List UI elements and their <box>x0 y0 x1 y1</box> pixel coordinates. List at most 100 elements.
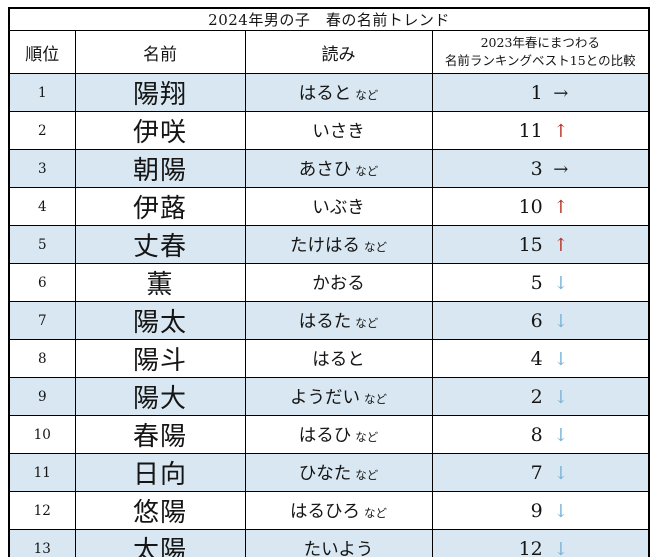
table-row: 9 陽大 ようだい など 2 ↓ <box>8 377 650 416</box>
reading-cell: はるひ など <box>244 415 433 454</box>
trend-arrow-icon: → <box>553 82 569 104</box>
table-row: 5 丈春 たけはる など 15 ↑ <box>8 225 650 264</box>
trend-arrow-icon: ↓ <box>553 386 569 408</box>
reading-text: いさき <box>312 122 365 142</box>
rank-cell: 2 <box>8 111 76 150</box>
comparison-value: 11 <box>518 119 543 142</box>
comparison-header-line2: 名前ランキングベスト15との比較 <box>444 53 636 68</box>
comparison-value: 2 <box>530 385 543 408</box>
comparison-value: 4 <box>530 347 543 370</box>
reading-etc-label: など <box>355 88 379 102</box>
comparison-cell: 15 ↑ <box>431 225 650 264</box>
name-cell: 陽翔 <box>74 73 246 112</box>
table-row: 13 太陽 たいよう 12 ↓ <box>8 529 650 557</box>
comparison-value: 8 <box>530 423 543 446</box>
comparison-value: 5 <box>530 271 543 294</box>
comparison-value: 1 <box>530 81 543 104</box>
table-row: 11 日向 ひなた など 7 ↓ <box>8 453 650 492</box>
table-row: 6 薫 かおる 5 ↓ <box>8 263 650 302</box>
table-row: 4 伊蕗 いぶき 10 ↑ <box>8 187 650 226</box>
reading-etc-label: など <box>355 316 379 330</box>
reading-etc-label: など <box>364 240 387 254</box>
name-cell: 朝陽 <box>74 149 246 188</box>
rank-cell: 3 <box>8 149 76 188</box>
column-header-comparison: 2023年春にまつわる 名前ランキングベスト15との比較 <box>431 30 650 74</box>
comparison-cell: 9 ↓ <box>431 491 650 530</box>
table-row: 3 朝陽 あさひ など 3 → <box>8 149 650 188</box>
comparison-cell: 5 ↓ <box>431 263 650 302</box>
rank-cell: 9 <box>8 377 76 416</box>
comparison-value: 12 <box>518 537 543 557</box>
rank-cell: 13 <box>8 529 76 557</box>
reading-text: たけはる <box>290 236 360 256</box>
reading-text: はると <box>298 84 352 104</box>
reading-text: いぶき <box>312 198 365 218</box>
rank-cell: 4 <box>8 187 76 226</box>
reading-etc-label: など <box>364 392 387 406</box>
name-cell: 陽大 <box>74 377 246 416</box>
comparison-cell: 1 → <box>431 73 650 112</box>
column-header-name: 名前 <box>74 30 246 74</box>
comparison-cell: 2 ↓ <box>431 377 650 416</box>
reading-cell: いさき <box>244 111 433 150</box>
trend-arrow-icon: ↓ <box>553 348 569 370</box>
comparison-value: 15 <box>518 233 543 256</box>
comparison-value: 10 <box>518 195 543 218</box>
trend-arrow-icon: ↑ <box>553 234 569 256</box>
name-cell: 薫 <box>74 263 246 302</box>
name-cell: 悠陽 <box>74 491 246 530</box>
name-cell: 春陽 <box>74 415 246 454</box>
trend-arrow-icon: ↑ <box>553 120 569 142</box>
name-cell: 伊咲 <box>74 111 246 150</box>
reading-cell: はると <box>244 339 433 378</box>
reading-cell: あさひ など <box>244 149 433 188</box>
name-cell: 陽太 <box>74 301 246 340</box>
reading-text: はるた <box>298 312 352 332</box>
rank-cell: 7 <box>8 301 76 340</box>
comparison-cell: 11 ↑ <box>431 111 650 150</box>
comparison-cell: 6 ↓ <box>431 301 650 340</box>
reading-text: たいよう <box>303 540 374 557</box>
name-cell: 太陽 <box>74 529 246 557</box>
table-title: 2024年男の子 春の名前トレンド <box>8 7 650 31</box>
trend-arrow-icon: ↑ <box>553 196 569 218</box>
table-row: 2 伊咲 いさき 11 ↑ <box>8 111 650 150</box>
table-row: 7 陽太 はるた など 6 ↓ <box>8 301 650 340</box>
comparison-value: 6 <box>530 309 543 332</box>
reading-etc-label: など <box>364 506 387 520</box>
name-cell: 陽斗 <box>74 339 246 378</box>
table-row: 1 陽翔 はると など 1 → <box>8 73 650 112</box>
rank-cell: 12 <box>8 491 76 530</box>
name-cell: 伊蕗 <box>74 187 246 226</box>
trend-arrow-icon: ↓ <box>553 310 569 332</box>
reading-cell: たけはる など <box>244 225 433 264</box>
reading-etc-label: など <box>355 430 379 444</box>
rank-cell: 5 <box>8 225 76 264</box>
rank-cell: 8 <box>8 339 76 378</box>
comparison-cell: 7 ↓ <box>431 453 650 492</box>
column-header-row: 順位 名前 読み 2023年春にまつわる 名前ランキングベスト15との比較 <box>8 30 650 74</box>
comparison-header-line1: 2023年春にまつわる <box>480 34 600 50</box>
reading-cell: はるた など <box>244 301 433 340</box>
trend-arrow-icon: ↓ <box>553 424 569 446</box>
trend-arrow-icon: ↓ <box>553 500 569 522</box>
column-header-rank: 順位 <box>8 30 76 74</box>
reading-cell: ひなた など <box>244 453 433 492</box>
title-row: 2024年男の子 春の名前トレンド <box>8 7 650 31</box>
reading-text: はると <box>312 350 365 370</box>
column-header-reading: 読み <box>244 30 433 74</box>
reading-cell: ようだい など <box>244 377 433 416</box>
rank-cell: 11 <box>8 453 76 492</box>
reading-cell: はるひろ など <box>244 491 433 530</box>
comparison-value: 7 <box>530 461 543 484</box>
comparison-cell: 10 ↑ <box>431 187 650 226</box>
rank-cell: 6 <box>8 263 76 302</box>
reading-text: ようだい <box>290 388 360 408</box>
table-row: 10 春陽 はるひ など 8 ↓ <box>8 415 650 454</box>
comparison-cell: 3 → <box>431 149 650 188</box>
name-cell: 日向 <box>74 453 246 492</box>
reading-cell: たいよう <box>244 529 433 557</box>
comparison-cell: 4 ↓ <box>431 339 650 378</box>
reading-cell: はると など <box>244 73 433 112</box>
